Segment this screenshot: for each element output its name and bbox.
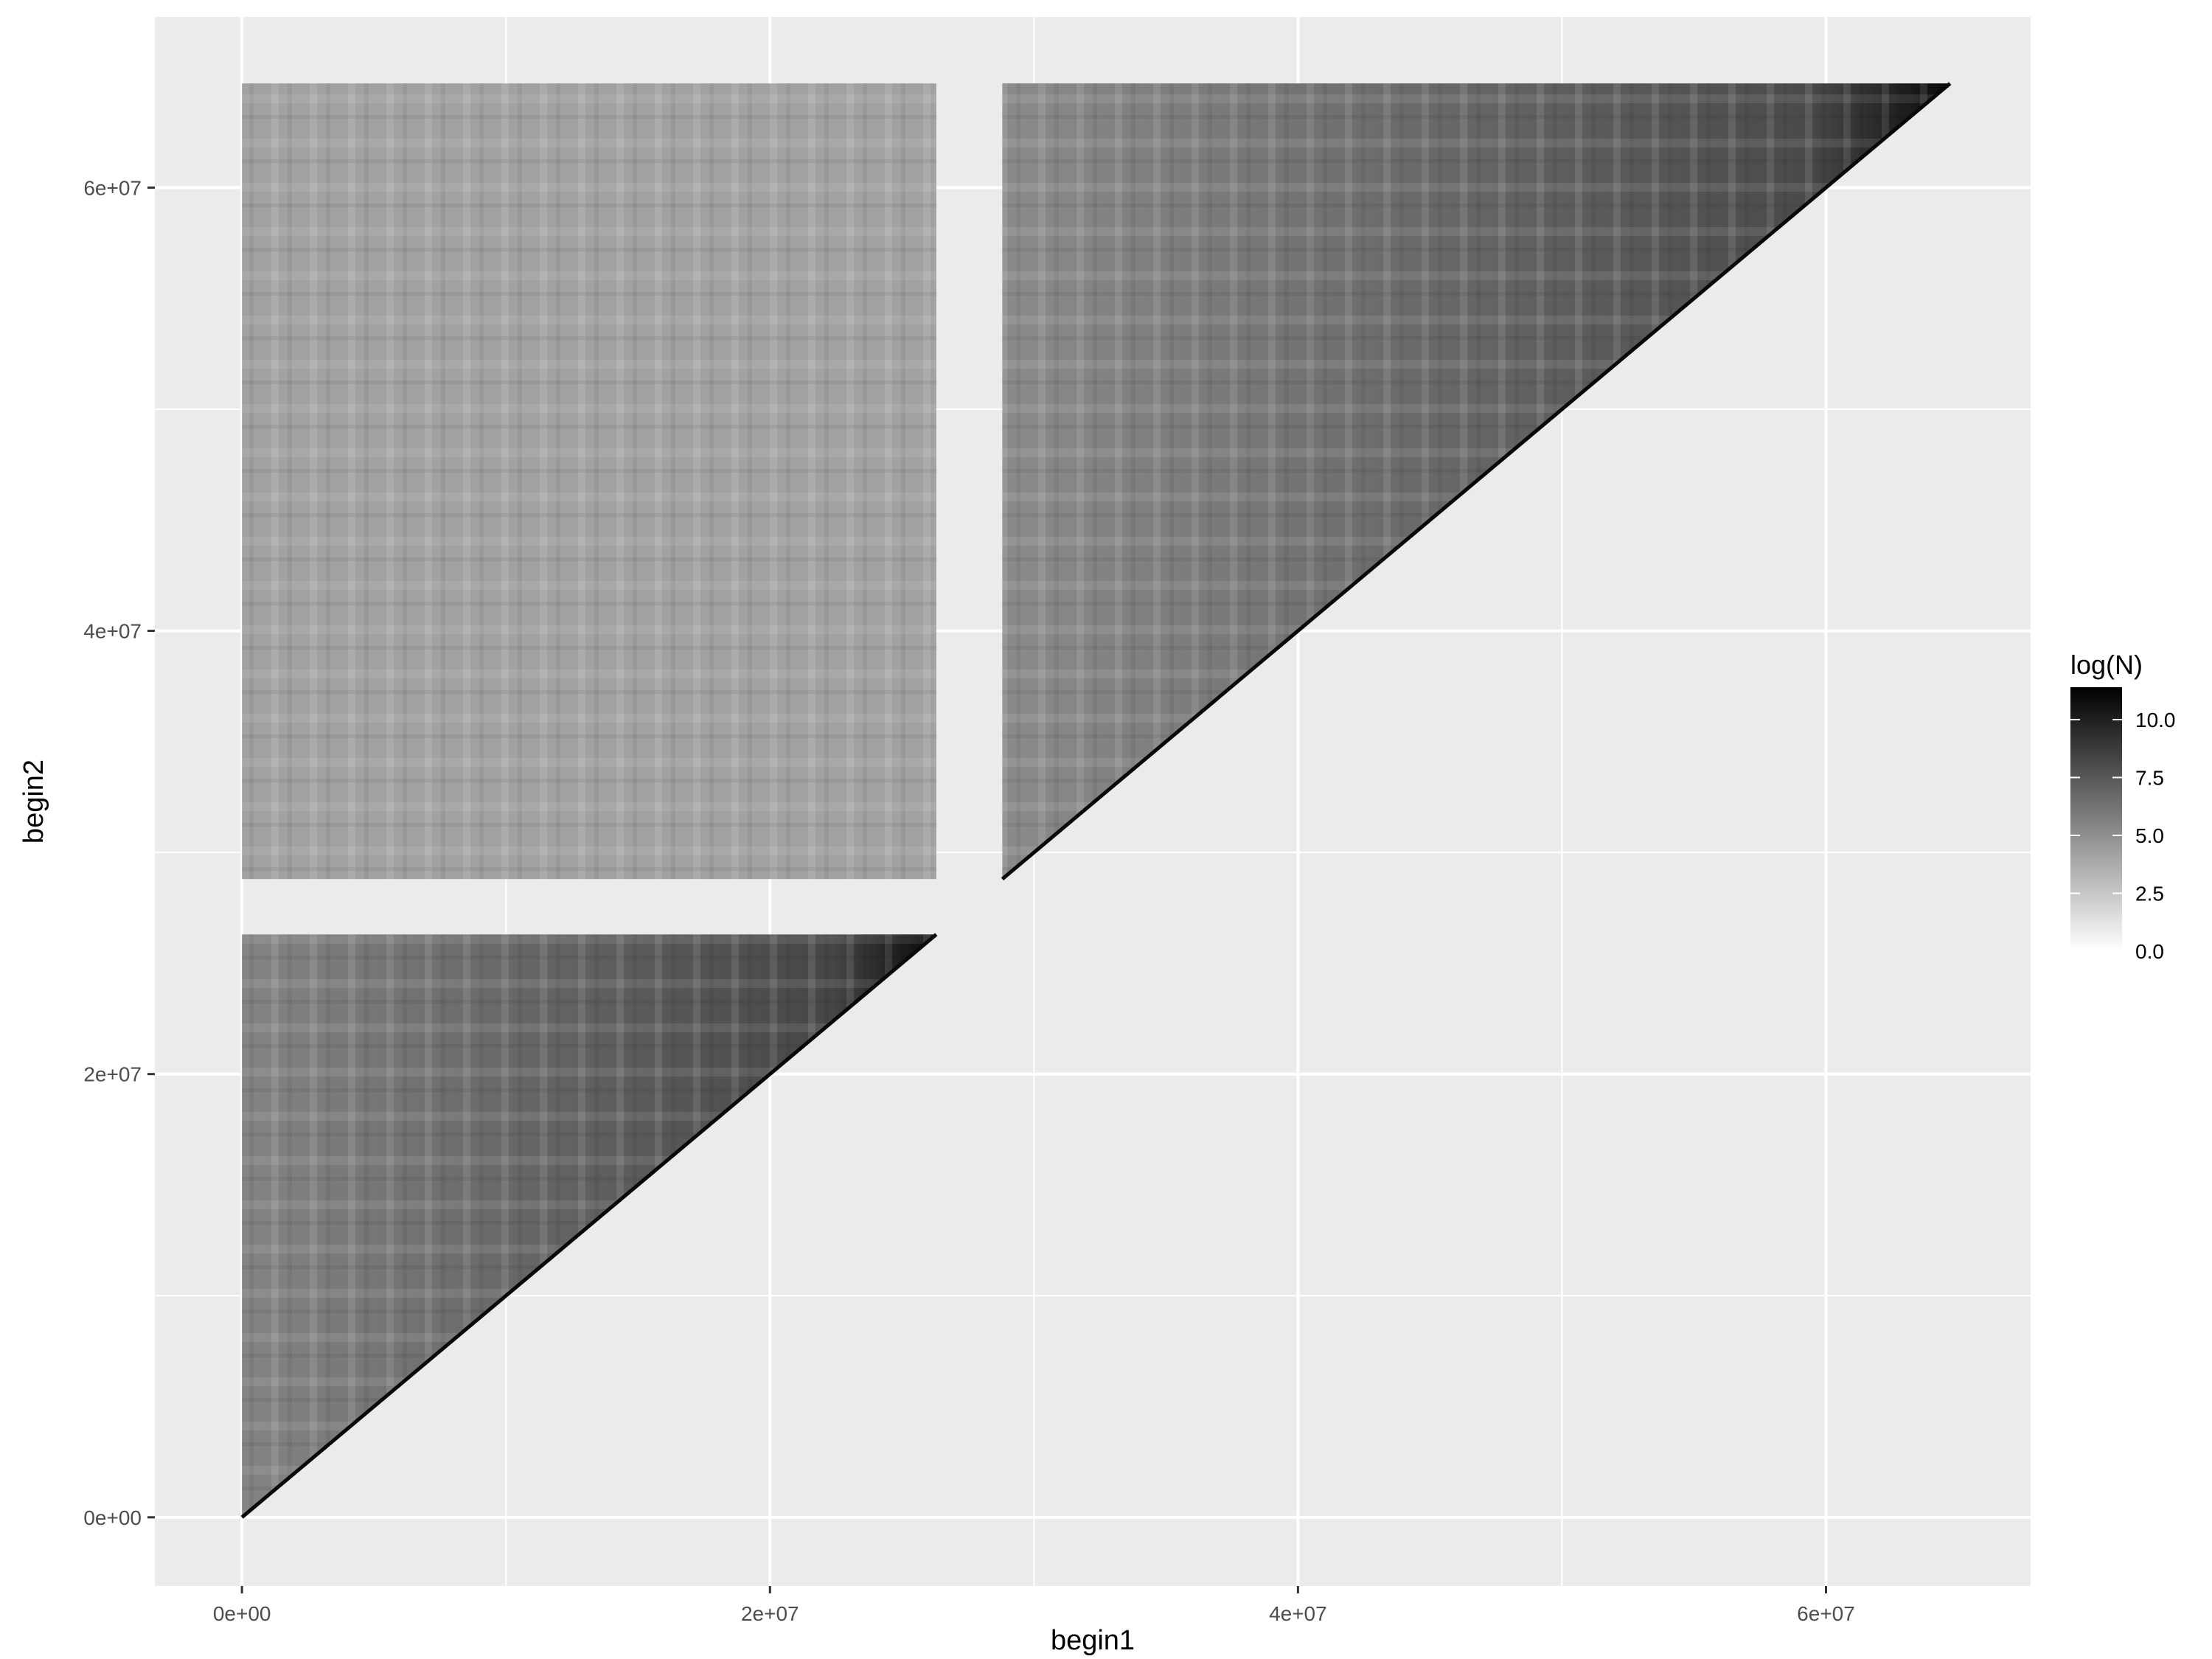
heatmap-texture-h-inter-block — [242, 83, 936, 880]
heatmap-diagonal-lower-triangle — [240, 933, 938, 1519]
legend: log(N) 0.0 2.5 5.0 7.5 10.0 — [2070, 650, 2176, 963]
x-tick-label: 4e+07 — [1269, 1602, 1327, 1625]
legend-break-label: 2.5 — [2135, 882, 2164, 905]
legend-title: log(N) — [2070, 650, 2143, 680]
x-axis: 0e+00 2e+07 4e+07 6e+07 — [213, 1586, 1855, 1625]
y-axis-title: begin2 — [18, 759, 49, 844]
y-tick-label: 0e+00 — [83, 1506, 142, 1529]
legend-break-label: 10.0 — [2135, 709, 2176, 731]
x-axis-title: begin1 — [1051, 1625, 1135, 1656]
legend-break-label: 5.0 — [2135, 824, 2164, 847]
legend-break-label: 0.0 — [2135, 940, 2164, 963]
x-tick-label: 2e+07 — [741, 1602, 799, 1625]
legend-colorbar — [2070, 687, 2122, 951]
y-tick-label: 6e+07 — [83, 176, 142, 199]
x-tick-label: 6e+07 — [1797, 1602, 1855, 1625]
y-tick-label: 4e+07 — [83, 620, 142, 643]
heatmap-diagonal-upper-triangle — [1001, 82, 1952, 881]
y-axis: 0e+00 2e+07 4e+07 6e+07 — [83, 176, 155, 1529]
heatmap-regions — [240, 82, 1952, 1519]
x-tick-label: 0e+00 — [213, 1602, 271, 1625]
y-tick-label: 2e+07 — [83, 1063, 142, 1086]
legend-ticks: 0.0 2.5 5.0 7.5 10.0 — [2070, 709, 2176, 963]
legend-break-label: 7.5 — [2135, 766, 2164, 789]
